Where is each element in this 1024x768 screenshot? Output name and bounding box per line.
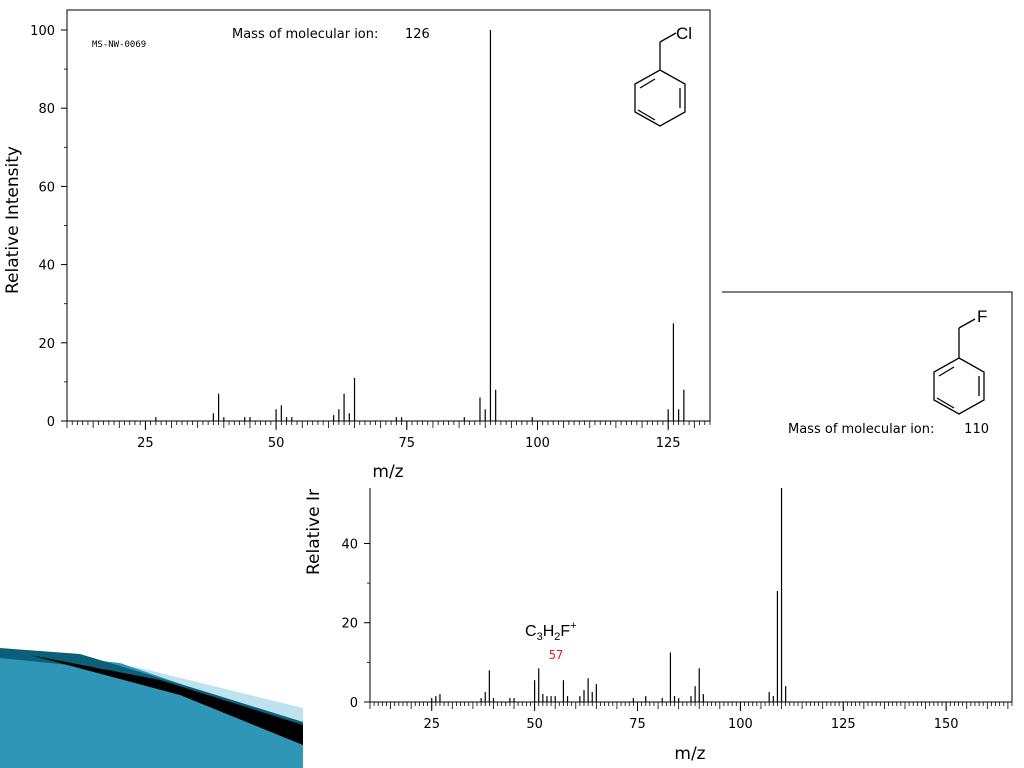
benzyl-fluoride-structure — [933, 318, 985, 415]
swoosh-blue-band — [0, 650, 303, 768]
spectrum-2-x-axis-title: m/z — [674, 744, 705, 764]
y-tick-label: 40 — [38, 259, 55, 274]
x-tick-label: 50 — [268, 436, 285, 451]
spectrum-2-peaks — [431, 488, 787, 702]
y-tick-label: 60 — [38, 180, 55, 195]
spectrum-1-minor-ticks — [66, 421, 711, 428]
spectrum-1-y-ticks: 0 20 40 60 80 100 — [30, 24, 67, 430]
spectrum-2-molecular-ion-label: Mass of molecular ion: — [788, 422, 934, 437]
y-tick-label: 100 — [30, 24, 55, 39]
chlorine-label: Cl — [676, 24, 692, 43]
spectrum-1-chart: 25 50 75 100 125 0 20 40 60 80 100 MS-NW-0069 Mas… — [3, 9, 711, 482]
fragment-formula: C3H2F+ — [525, 620, 577, 643]
spectrum-2-minor-ticks — [369, 702, 1013, 709]
x-tick-label: 125 — [656, 436, 681, 451]
x-tick-label: 150 — [934, 717, 959, 732]
benzyl-chloride-structure — [634, 32, 686, 127]
spectrum-1-id: MS-NW-0069 — [92, 40, 146, 50]
spectrum-2-molecular-ion-value: 110 — [964, 422, 989, 437]
spectrum-1-molecular-ion-value: 126 — [405, 27, 430, 42]
y-tick-label: 40 — [341, 537, 358, 552]
fragment-mz-annotation: 57 — [549, 648, 563, 662]
spectrum-1-y-axis-title: Relative Intensity — [3, 146, 23, 294]
swoosh-dark-band — [0, 648, 303, 745]
fluorine-label: F — [977, 307, 987, 326]
spectrum-2-y-axis-title: Relative Ir — [304, 489, 324, 575]
spectrum-1-molecular-ion-label: Mass of molecular ion: — [232, 27, 378, 42]
spectrum-2-chart: 25 50 75 100 125 150 0 20 40 m/z Relative Ir Ma… — [304, 291, 1013, 764]
x-tick-label: 25 — [423, 717, 440, 732]
y-tick-label: 0 — [47, 415, 55, 430]
x-tick-label: 125 — [831, 717, 856, 732]
x-tick-label: 100 — [728, 717, 753, 732]
x-tick-label: 75 — [399, 436, 416, 451]
y-tick-label: 20 — [38, 337, 55, 352]
decorative-swoosh — [0, 648, 303, 768]
spectrum-2-x-ticks: 25 50 75 100 125 150 — [423, 702, 959, 732]
spectrum-1-peaks — [155, 30, 685, 421]
y-tick-label: 20 — [341, 617, 358, 632]
spectrum-2-y-ticks: 0 20 40 — [341, 537, 370, 711]
x-tick-label: 100 — [525, 436, 550, 451]
x-tick-label: 50 — [526, 717, 543, 732]
x-tick-label: 75 — [629, 717, 646, 732]
x-tick-label: 25 — [137, 436, 154, 451]
spectrum-1-frame — [66, 9, 711, 422]
spectrum-2-frame — [722, 291, 1013, 702]
spectrum-1-x-axis-title: m/z — [372, 462, 403, 482]
y-tick-label: 0 — [350, 696, 358, 711]
y-tick-label: 80 — [38, 102, 55, 117]
spectrum-1-x-ticks: 25 50 75 100 125 — [137, 421, 681, 451]
